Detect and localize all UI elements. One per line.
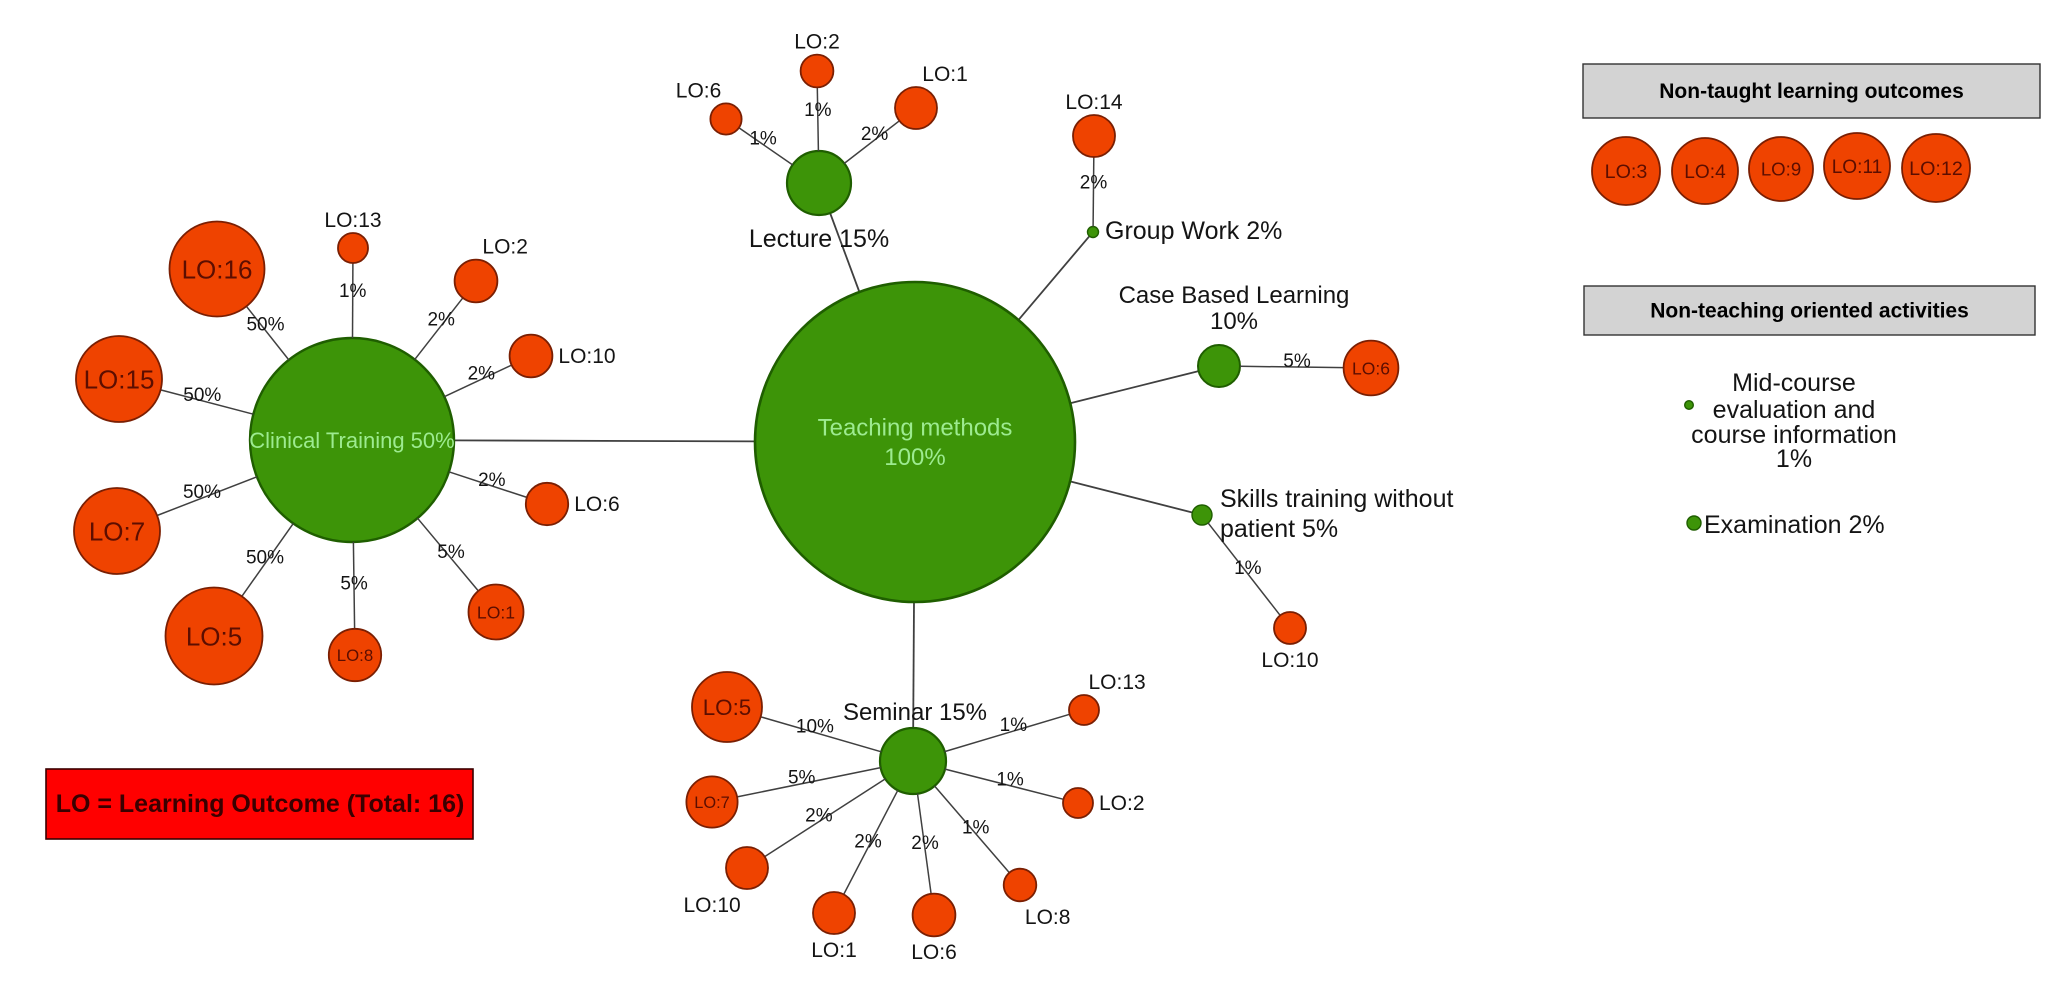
svg-text:LO:8: LO:8 bbox=[337, 646, 373, 665]
svg-text:LO:11: LO:11 bbox=[1832, 157, 1883, 178]
svg-text:LO:1: LO:1 bbox=[477, 602, 515, 622]
svg-text:1%: 1% bbox=[804, 100, 832, 121]
svg-text:Non-teaching oriented activiti: Non-teaching oriented activities bbox=[1650, 300, 1969, 323]
svg-text:LO:5: LO:5 bbox=[186, 621, 242, 651]
svg-text:1%: 1% bbox=[1234, 558, 1262, 579]
svg-text:LO:10: LO:10 bbox=[558, 345, 615, 368]
svg-text:LO:6: LO:6 bbox=[574, 493, 620, 516]
svg-text:LO:1: LO:1 bbox=[922, 63, 968, 86]
svg-text:10%: 10% bbox=[1210, 308, 1258, 335]
svg-text:LO:6: LO:6 bbox=[676, 79, 722, 102]
svg-text:2%: 2% bbox=[478, 470, 506, 491]
svg-text:2%: 2% bbox=[911, 833, 939, 854]
svg-text:2%: 2% bbox=[854, 832, 882, 853]
svg-text:LO:2: LO:2 bbox=[794, 31, 840, 54]
svg-text:10%: 10% bbox=[796, 717, 834, 738]
svg-text:Teaching methods: Teaching methods bbox=[818, 415, 1013, 442]
svg-text:LO:12: LO:12 bbox=[1909, 158, 1963, 180]
svg-text:Examination 2%: Examination 2% bbox=[1704, 511, 1885, 539]
svg-text:LO:6: LO:6 bbox=[1352, 358, 1390, 378]
svg-text:50%: 50% bbox=[246, 548, 284, 569]
svg-text:LO:6: LO:6 bbox=[911, 941, 957, 964]
svg-text:LO:10: LO:10 bbox=[1261, 649, 1318, 672]
svg-text:LO:5: LO:5 bbox=[703, 695, 752, 720]
svg-text:1%: 1% bbox=[339, 281, 367, 302]
svg-text:50%: 50% bbox=[183, 385, 221, 406]
svg-text:LO:16: LO:16 bbox=[182, 254, 253, 284]
svg-text:1%: 1% bbox=[962, 818, 990, 839]
svg-text:Non-taught learning outcomes: Non-taught learning outcomes bbox=[1659, 80, 1964, 103]
svg-text:LO:1: LO:1 bbox=[811, 939, 857, 962]
svg-text:2%: 2% bbox=[468, 363, 496, 384]
svg-text:LO:13: LO:13 bbox=[1089, 671, 1146, 694]
svg-text:5%: 5% bbox=[1283, 351, 1311, 372]
svg-text:1%: 1% bbox=[749, 129, 777, 150]
svg-text:2%: 2% bbox=[1080, 172, 1108, 193]
svg-text:1%: 1% bbox=[1776, 445, 1812, 473]
svg-text:50%: 50% bbox=[183, 482, 221, 503]
svg-text:Skills training without: Skills training without bbox=[1220, 485, 1453, 513]
svg-text:LO:4: LO:4 bbox=[1684, 162, 1726, 183]
svg-text:5%: 5% bbox=[437, 542, 465, 563]
svg-text:Mid-course: Mid-course bbox=[1732, 369, 1856, 397]
svg-text:LO:8: LO:8 bbox=[1025, 906, 1071, 929]
svg-text:LO:7: LO:7 bbox=[694, 794, 730, 812]
svg-text:5%: 5% bbox=[340, 574, 368, 595]
svg-text:Case Based Learning: Case Based Learning bbox=[1119, 282, 1350, 309]
svg-text:LO:2: LO:2 bbox=[482, 236, 528, 259]
svg-text:2%: 2% bbox=[805, 806, 833, 827]
svg-text:1%: 1% bbox=[1000, 715, 1028, 736]
svg-text:LO = Learning Outcome (Total:: LO = Learning Outcome (Total: 16) bbox=[56, 790, 465, 818]
svg-text:LO:10: LO:10 bbox=[683, 894, 740, 917]
svg-text:patient 5%: patient 5% bbox=[1220, 515, 1338, 543]
svg-text:2%: 2% bbox=[427, 310, 455, 331]
svg-text:2%: 2% bbox=[861, 124, 889, 145]
svg-text:Group Work 2%: Group Work 2% bbox=[1105, 217, 1282, 245]
svg-text:LO:2: LO:2 bbox=[1099, 792, 1145, 815]
svg-text:LO:3: LO:3 bbox=[1605, 161, 1648, 183]
svg-text:Seminar 15%: Seminar 15% bbox=[843, 699, 987, 726]
svg-text:LO:14: LO:14 bbox=[1065, 91, 1123, 114]
svg-text:LO:7: LO:7 bbox=[89, 516, 145, 546]
svg-text:100%: 100% bbox=[884, 444, 945, 471]
svg-text:LO:9: LO:9 bbox=[1761, 159, 1801, 180]
svg-text:evaluation and: evaluation and bbox=[1713, 396, 1876, 424]
svg-text:Lecture 15%: Lecture 15% bbox=[749, 225, 889, 253]
svg-text:1%: 1% bbox=[996, 770, 1024, 791]
svg-text:Clinical Training 50%: Clinical Training 50% bbox=[249, 428, 454, 453]
svg-text:LO:15: LO:15 bbox=[84, 364, 155, 394]
svg-text:LO:13: LO:13 bbox=[324, 209, 381, 232]
svg-text:5%: 5% bbox=[788, 768, 816, 789]
svg-text:50%: 50% bbox=[246, 314, 284, 335]
